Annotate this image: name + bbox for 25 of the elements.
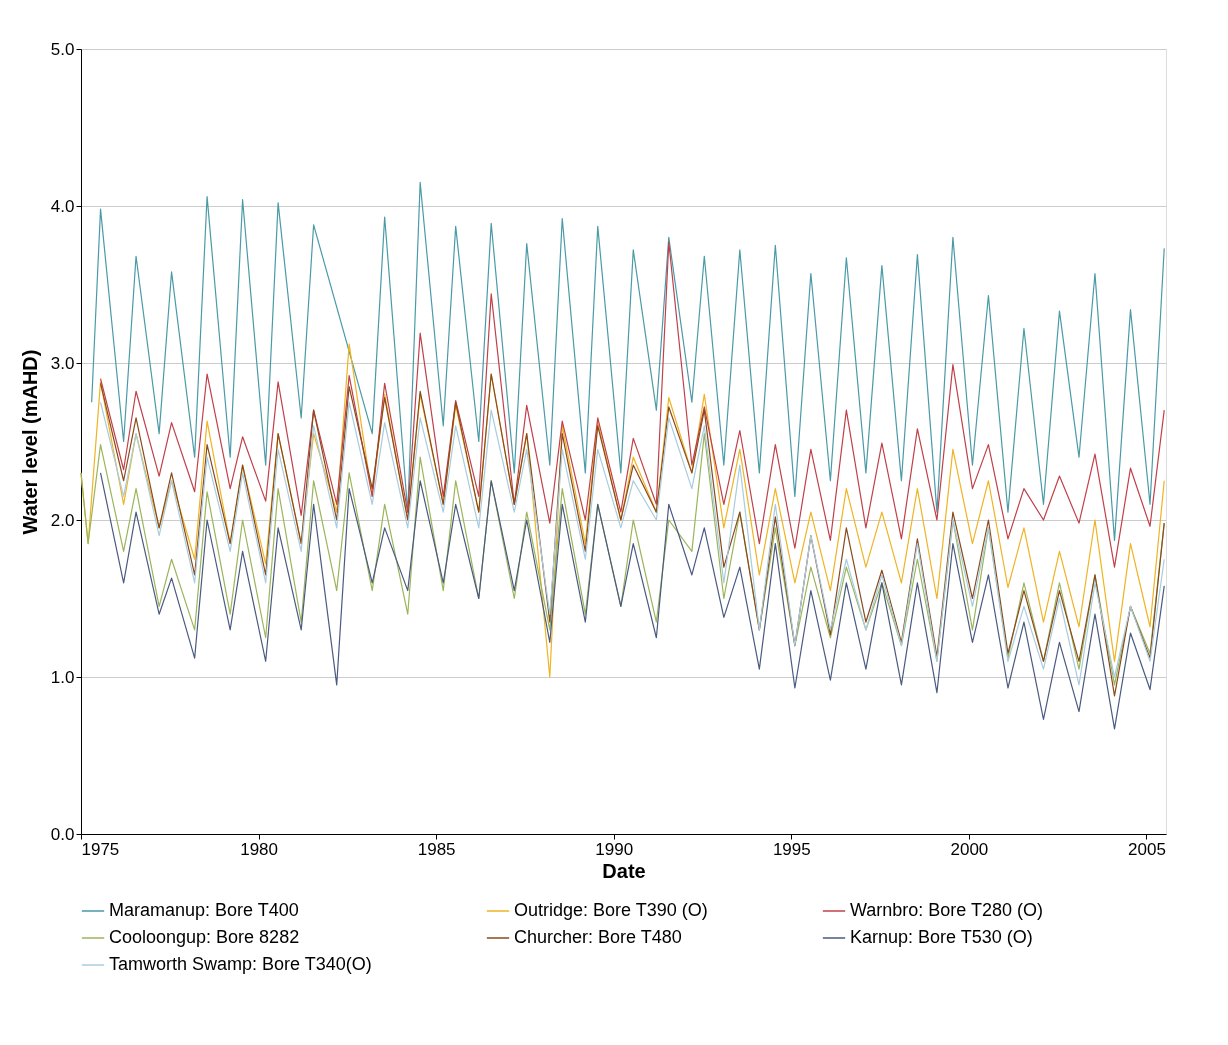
y-tick-label: 5.0 [50,39,75,59]
legend-label: Cooloongup: Bore 8282 [109,927,300,947]
x-tick-label: 1995 [772,839,811,859]
legend-label: Karnup: Bore T530 (O) [850,927,1033,947]
y-axis-title: Water level (mAHD) [18,349,41,535]
line-series [91,181,1165,542]
x-tick-label: 2000 [950,839,989,859]
legend-label: Tamworth Swamp: Bore T340(O) [109,954,372,974]
y-tick-label: 4.0 [50,196,75,216]
y-tick-label: 3.0 [50,353,75,373]
y-tick-label: 0.0 [50,824,75,844]
line-series [99,241,1165,568]
x-tick-label: 1990 [595,839,634,859]
legend-label: Outridge: Bore T390 (O) [514,900,708,920]
x-tick-label: 1975 [81,839,120,859]
legend-label: Warnbro: Bore T280 (O) [850,900,1044,920]
x-tick-label: 2005 [1128,839,1166,859]
x-tick-label: 1980 [240,839,278,859]
legend-label: Churcher: Bore T480 [514,927,682,947]
line-series [99,472,1165,730]
y-tick-label: 2.0 [50,510,75,530]
x-axis-title: Date [602,859,646,882]
y-tick-label: 1.0 [50,667,75,687]
x-tick-label: 1985 [417,839,456,859]
legend-label: Maramanup: Bore T400 [109,900,299,920]
